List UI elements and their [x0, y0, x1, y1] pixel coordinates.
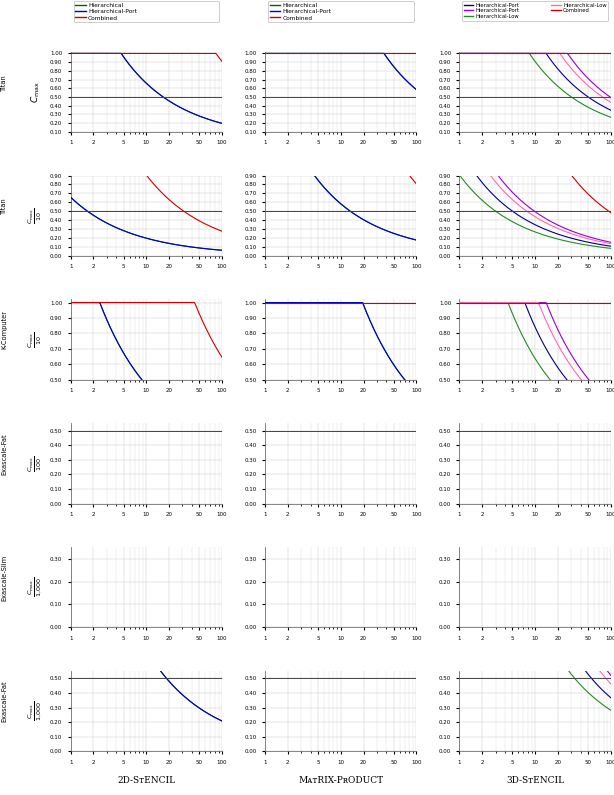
Text: $\frac{C_{\rm max}}{1{,}000}$: $\frac{C_{\rm max}}{1{,}000}$	[27, 701, 44, 721]
Legend: Hierarchical-Port, Hierarchical-Port, Hierarchical-Low, Hierarchical-Low, Combin: Hierarchical-Port, Hierarchical-Port, Hi…	[462, 1, 608, 21]
Text: Titan: Titan	[1, 198, 7, 215]
Text: $\frac{C_{\rm max}}{100}$: $\frac{C_{\rm max}}{100}$	[27, 456, 44, 471]
Text: Exascale-Fat: Exascale-Fat	[1, 681, 7, 723]
Text: K-Computer: K-Computer	[1, 311, 7, 350]
Text: $C_{\rm max}$: $C_{\rm max}$	[29, 81, 42, 103]
Text: $\frac{C_{\rm max}}{10}$: $\frac{C_{\rm max}}{10}$	[27, 207, 44, 223]
Text: Exascale-Fat: Exascale-Fat	[1, 433, 7, 475]
Text: MᴀᴛRIX-PʀODUCT: MᴀᴛRIX-PʀODUCT	[298, 777, 383, 785]
Legend: Hierarchical, Hierarchical-Port, Combined: Hierarchical, Hierarchical-Port, Combine…	[74, 2, 219, 22]
Text: Exascale-Slim: Exascale-Slim	[1, 555, 7, 601]
Text: 3D-SᴛENCIL: 3D-SᴛENCIL	[506, 777, 564, 785]
Text: $\frac{C_{\rm max}}{1{,}000}$: $\frac{C_{\rm max}}{1{,}000}$	[27, 577, 44, 597]
Text: 2D-SᴛENCIL: 2D-SᴛENCIL	[117, 777, 176, 785]
Legend: Hierarchical, Hierarchical-Port, Combined: Hierarchical, Hierarchical-Port, Combine…	[268, 2, 414, 22]
Text: Titan: Titan	[1, 74, 7, 91]
Text: $\frac{C_{\rm max}}{10}$: $\frac{C_{\rm max}}{10}$	[27, 332, 44, 347]
